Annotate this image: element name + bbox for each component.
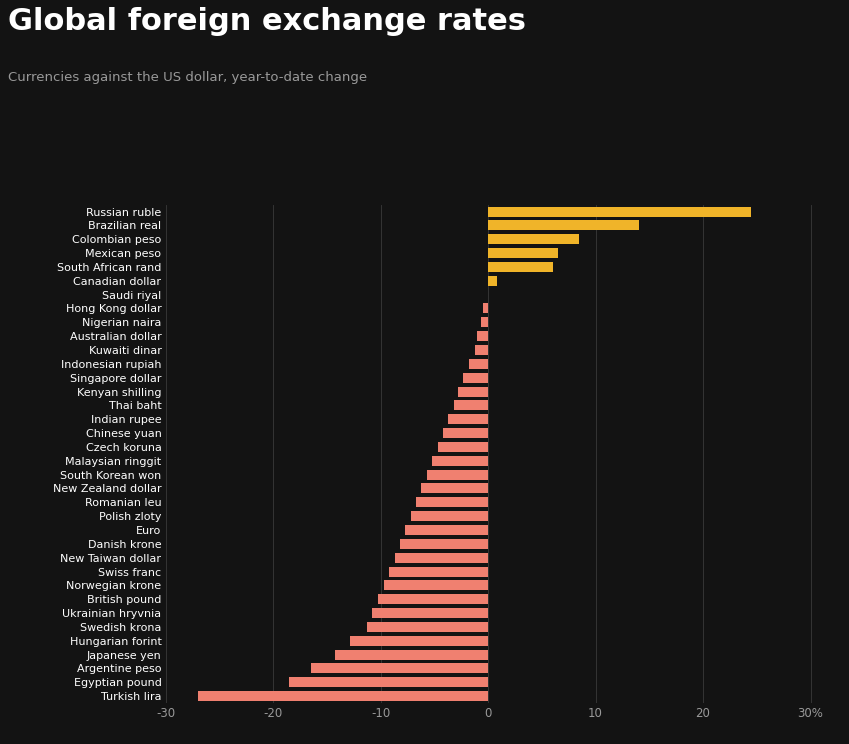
Bar: [453, 400, 488, 411]
Bar: [488, 220, 638, 231]
Bar: [411, 511, 488, 521]
Text: Currencies against the US dollar, year-to-date change: Currencies against the US dollar, year-t…: [8, 71, 368, 83]
Bar: [469, 359, 488, 369]
Bar: [395, 553, 488, 562]
Bar: [421, 484, 488, 493]
Bar: [405, 525, 488, 535]
Bar: [384, 580, 488, 591]
Bar: [464, 373, 488, 382]
Bar: [372, 608, 488, 618]
Bar: [488, 262, 553, 272]
Bar: [416, 497, 488, 507]
Text: Global foreign exchange rates: Global foreign exchange rates: [8, 7, 526, 36]
Bar: [443, 428, 488, 438]
Bar: [335, 650, 488, 660]
Bar: [351, 636, 488, 646]
Bar: [483, 304, 488, 313]
Bar: [427, 469, 488, 480]
Bar: [477, 331, 488, 341]
Bar: [432, 456, 488, 466]
Bar: [400, 539, 488, 549]
Bar: [389, 566, 488, 577]
Bar: [488, 234, 579, 244]
Bar: [290, 677, 488, 687]
Bar: [475, 345, 488, 355]
Bar: [488, 207, 751, 217]
Bar: [448, 414, 488, 424]
Bar: [367, 622, 488, 632]
Bar: [488, 248, 558, 258]
Bar: [488, 276, 497, 286]
Bar: [379, 594, 488, 604]
Bar: [198, 691, 488, 701]
Bar: [458, 387, 488, 397]
Bar: [311, 664, 488, 673]
Bar: [437, 442, 488, 452]
Bar: [481, 317, 488, 327]
